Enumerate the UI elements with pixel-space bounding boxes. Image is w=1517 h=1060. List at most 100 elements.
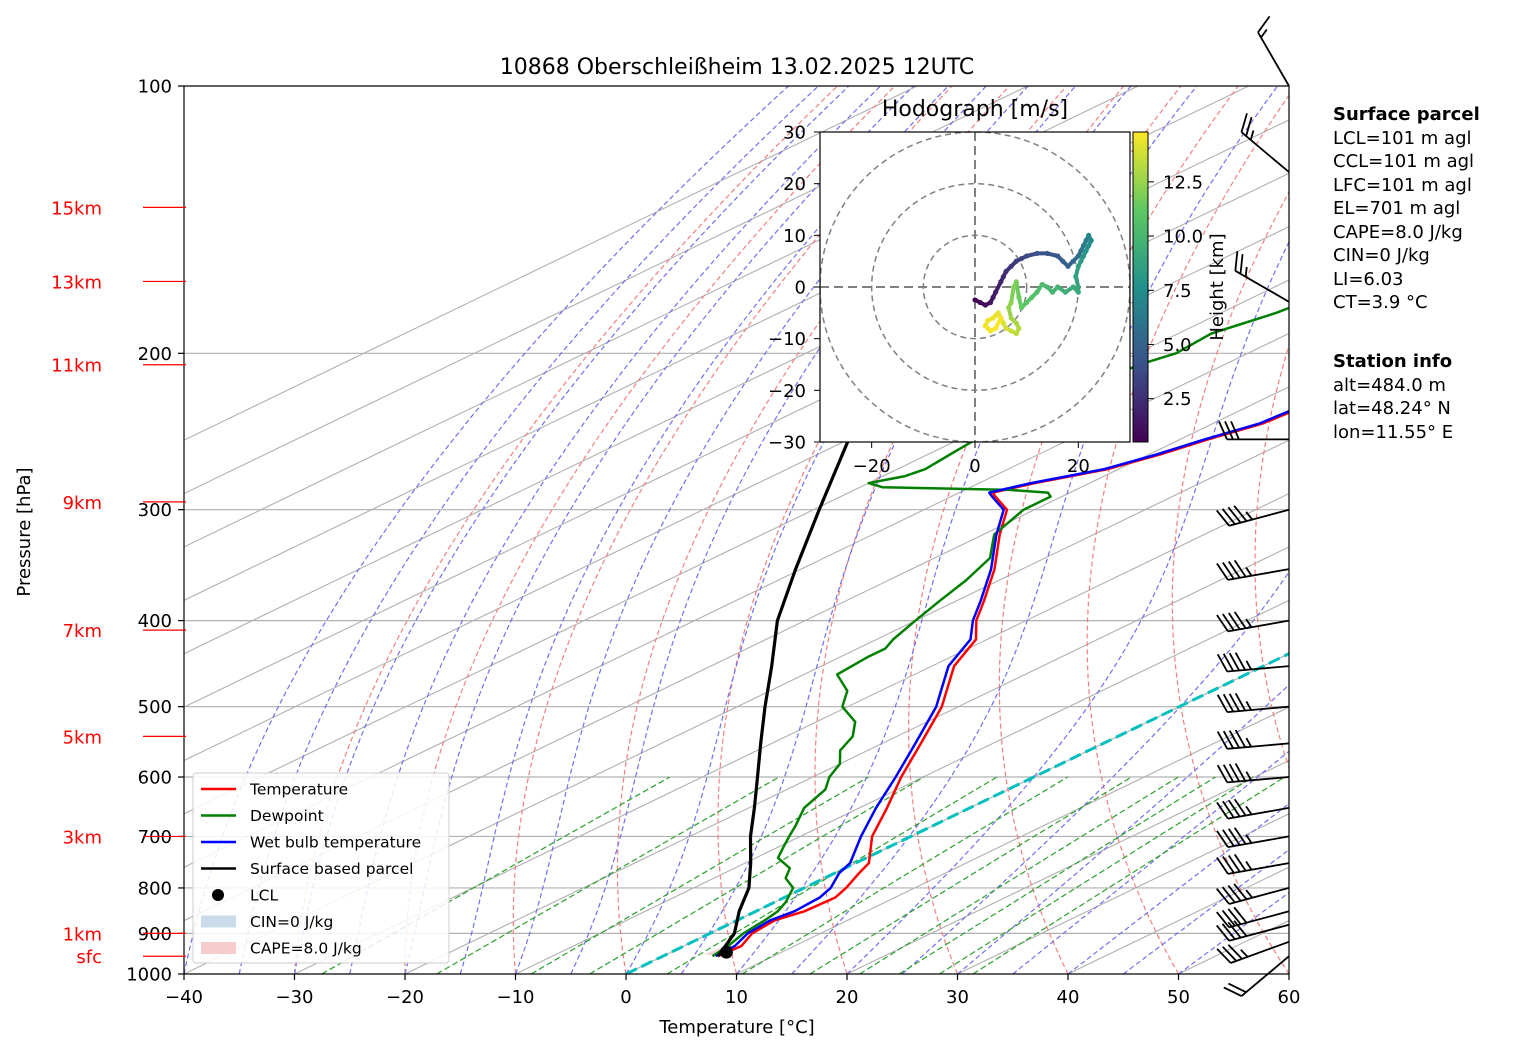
height-label: 9km bbox=[63, 493, 102, 514]
barb-flag bbox=[1216, 857, 1229, 875]
barb-flag bbox=[1228, 730, 1240, 749]
hodograph-point bbox=[1034, 289, 1040, 295]
barb-flag bbox=[1228, 763, 1240, 782]
y-tick-label: 300 bbox=[138, 500, 172, 521]
hodograph-point bbox=[1060, 258, 1066, 264]
barb-flag bbox=[1222, 764, 1235, 783]
hodograph-point bbox=[1070, 284, 1076, 290]
hodograph-point bbox=[1029, 294, 1035, 300]
x-tick-label: 60 bbox=[1278, 987, 1301, 1008]
wind-barb bbox=[1216, 940, 1290, 964]
wind-barb bbox=[1216, 692, 1290, 714]
barb-flag bbox=[1233, 611, 1247, 629]
station-info-panel: Station info alt=484.0 m lat=48.24° N lo… bbox=[1333, 350, 1453, 444]
moist-adiabat bbox=[1122, 849, 1289, 974]
isotherm bbox=[184, 172, 1289, 708]
wind-barb bbox=[1216, 763, 1290, 784]
barb-flag bbox=[1228, 693, 1240, 712]
hodograph-point bbox=[987, 328, 994, 334]
y-tick-label: 600 bbox=[138, 767, 172, 788]
dry-adiabat bbox=[1171, 190, 1289, 974]
hodograph-point bbox=[1008, 315, 1014, 321]
height-label: 11km bbox=[51, 356, 102, 377]
legend-label: Dewpoint bbox=[250, 807, 324, 825]
hodograph-point bbox=[1055, 284, 1061, 290]
barb-flag bbox=[1222, 800, 1235, 819]
barb-flag bbox=[1221, 508, 1236, 525]
colorbar bbox=[1132, 131, 1149, 443]
barb-flag bbox=[1233, 827, 1247, 845]
barb-flag bbox=[1221, 909, 1236, 927]
isotherm bbox=[184, 279, 1289, 815]
barb-shaft bbox=[1227, 835, 1290, 849]
dewpoint-line bbox=[711, 306, 1289, 958]
barb-half-flag bbox=[1245, 861, 1253, 871]
barb-flag bbox=[1216, 830, 1229, 848]
height-label: 1km bbox=[63, 924, 102, 945]
barb-flag bbox=[1230, 421, 1240, 440]
barb-flag bbox=[1222, 653, 1235, 672]
surface-parcel-lfc: LFC=101 m agl bbox=[1333, 174, 1472, 196]
barb-flag bbox=[1228, 982, 1247, 994]
mixing-ratio-line bbox=[939, 776, 1254, 974]
hodograph-point bbox=[1013, 330, 1019, 337]
barb-half-flag bbox=[1245, 834, 1253, 844]
barb-flag bbox=[1216, 924, 1230, 942]
isotherm bbox=[846, 759, 1289, 974]
dry-adiabat bbox=[1254, 343, 1289, 770]
hodograph-point bbox=[1000, 274, 1007, 280]
wind-barb bbox=[1218, 421, 1289, 441]
barb-shaft bbox=[1234, 270, 1290, 303]
wind-barbs bbox=[1216, 15, 1290, 997]
hodograph-y-tick-label: 30 bbox=[783, 123, 806, 144]
colorbar-tick-label: 5.0 bbox=[1163, 335, 1192, 356]
height-label: 5km bbox=[63, 727, 102, 748]
barb-flag bbox=[1224, 421, 1234, 440]
hodograph-point bbox=[1075, 289, 1081, 295]
station-lon: lon=11.55° E bbox=[1333, 421, 1454, 443]
barb-flag bbox=[1227, 884, 1242, 902]
barb-flag bbox=[1228, 612, 1241, 630]
hodograph-point bbox=[982, 302, 988, 308]
dry-adiabat bbox=[1489, 86, 1517, 974]
x-tick-label: 40 bbox=[1057, 987, 1080, 1008]
barb-flag bbox=[1222, 613, 1235, 631]
legend-label: Wet bulb temperature bbox=[250, 834, 421, 852]
barb-flag bbox=[1228, 560, 1241, 579]
moist-adiabat bbox=[570, 86, 1029, 974]
hodograph-point bbox=[1011, 284, 1017, 290]
barb-flag bbox=[1216, 694, 1229, 713]
hodograph-point bbox=[1065, 263, 1071, 269]
barb-shaft bbox=[1240, 955, 1290, 997]
y-axis-ticks: 100 200 300 400 500 600 700 800 900 1000 bbox=[126, 77, 184, 986]
barb-half-flag bbox=[1245, 511, 1253, 521]
colorbar-tick-label: 2.5 bbox=[1163, 389, 1192, 410]
hodograph-point bbox=[1080, 243, 1087, 249]
hodograph-x-tick-label: 20 bbox=[1067, 456, 1090, 477]
hodograph-y-tick-label: −30 bbox=[768, 433, 806, 454]
wind-barb bbox=[1216, 798, 1290, 820]
wind-barb bbox=[1216, 652, 1290, 673]
hodograph-x-tick-label: −20 bbox=[853, 456, 891, 477]
hodograph-point bbox=[1062, 289, 1069, 295]
moist-adiabat bbox=[1012, 750, 1289, 974]
station-info-heading: Station info bbox=[1333, 351, 1453, 372]
surface-parcel-ct: CT=3.9 °C bbox=[1333, 292, 1428, 313]
hodograph-point bbox=[1024, 299, 1030, 306]
height-label: 3km bbox=[63, 827, 102, 848]
barb-flag bbox=[1233, 906, 1248, 924]
barb-flag bbox=[1234, 763, 1246, 782]
hodograph-point bbox=[1086, 232, 1092, 238]
hodograph-point bbox=[1008, 328, 1014, 334]
hodograph-point bbox=[1044, 284, 1050, 290]
hodograph-point bbox=[1086, 243, 1092, 249]
barb-flag bbox=[1227, 944, 1243, 960]
y-tick-label: 400 bbox=[138, 611, 172, 632]
isotherm bbox=[184, 86, 1028, 495]
barb-flag bbox=[1223, 986, 1242, 997]
legend-swatch bbox=[201, 942, 236, 954]
surface-parcel-ccl: CCL=101 m agl bbox=[1333, 151, 1475, 172]
barb-flag bbox=[1216, 563, 1229, 581]
colorbar-tick-label: 12.5 bbox=[1163, 172, 1203, 193]
y-tick-label: 800 bbox=[138, 878, 172, 899]
